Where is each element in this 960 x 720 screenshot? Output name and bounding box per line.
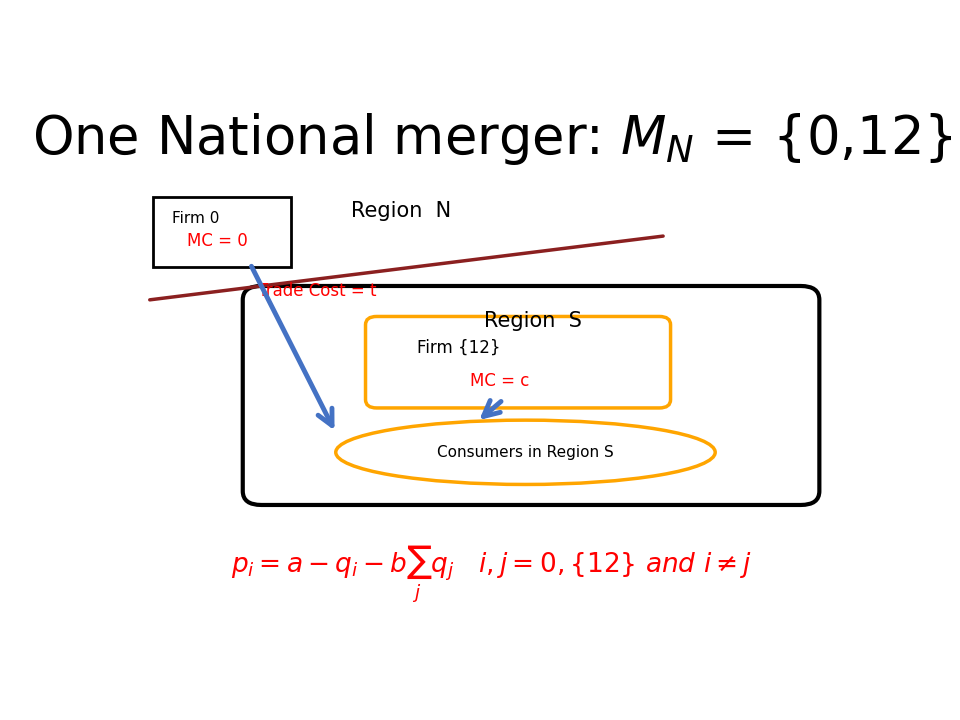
Text: MC = c: MC = c — [469, 372, 529, 390]
FancyBboxPatch shape — [366, 317, 670, 408]
Text: MC = 0: MC = 0 — [187, 232, 248, 250]
Text: Firm 0: Firm 0 — [172, 211, 220, 226]
Text: Region  N: Region N — [350, 201, 451, 221]
Text: One National merger: $M_N$ = {0,12}: One National merger: $M_N$ = {0,12} — [32, 112, 952, 167]
Text: $p_i = a - q_i - b\sum_j q_j \quad i, j = 0, \{12\}$ and $i \neq j$: $p_i = a - q_i - b\sum_j q_j \quad i, j … — [231, 544, 753, 605]
Text: Firm {12}: Firm {12} — [417, 338, 500, 356]
Text: Trade Cost = t: Trade Cost = t — [257, 282, 376, 300]
Text: Consumers in Region S: Consumers in Region S — [437, 445, 613, 460]
Text: Region  S: Region S — [484, 311, 582, 331]
Ellipse shape — [336, 420, 715, 485]
FancyBboxPatch shape — [154, 197, 291, 266]
FancyBboxPatch shape — [243, 286, 820, 505]
